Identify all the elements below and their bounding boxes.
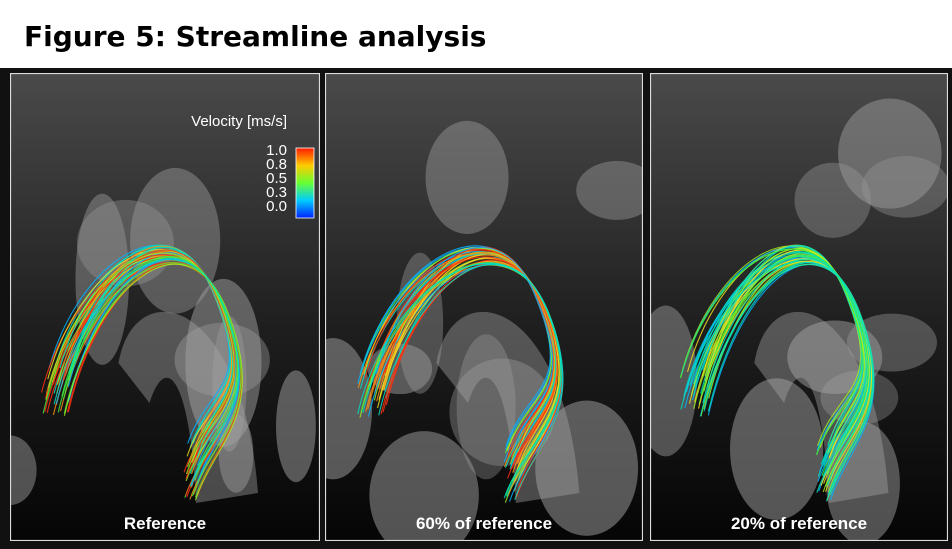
colorbar: Velocity [ms/s] 1.00.80.50.30.0 [191, 113, 315, 219]
anatomy-shape [185, 278, 262, 447]
colorbar-scale [295, 147, 315, 219]
anatomy-shape [838, 98, 942, 209]
streamline [357, 252, 556, 468]
streamline [48, 252, 235, 468]
panel-border [325, 73, 643, 541]
colorbar-tick-label: 1.0 [266, 142, 287, 159]
vessel [754, 311, 889, 503]
anatomy-shape [730, 378, 824, 521]
panels: Reference 60% of reference 20% of referenc… [10, 73, 948, 541]
panel [10, 73, 320, 541]
panel-caption: Reference [124, 514, 206, 533]
panel-caption: 60% of reference [416, 514, 552, 533]
panel [650, 73, 948, 541]
anatomy-shape [369, 431, 479, 541]
panel-border [10, 73, 320, 541]
streamline [694, 252, 867, 467]
vessel [436, 311, 580, 503]
colorbar-ticks: 1.00.80.50.30.0 [266, 142, 287, 215]
streamline [378, 263, 564, 501]
streamline [701, 255, 870, 476]
colorbar-label: Velocity [ms/s] [191, 113, 287, 130]
figure-title: Figure 5: Streamline analysis [24, 20, 486, 53]
anatomy-shape [10, 435, 37, 505]
streamline [375, 247, 554, 451]
anatomy-shape [650, 305, 697, 457]
streamline [57, 262, 242, 497]
anatomy-shape [861, 156, 948, 218]
anatomy-shape [130, 167, 221, 314]
streamline [68, 246, 234, 450]
vessel [118, 311, 258, 503]
anatomy-shape [456, 334, 516, 480]
colorbar-tick-label: 0.3 [266, 184, 287, 201]
panel-border [650, 73, 948, 541]
colorbar-tick-label: 0.0 [266, 198, 287, 215]
streamline [702, 258, 872, 486]
streamline [53, 259, 240, 487]
anatomy-shape [276, 370, 316, 483]
anatomy-shape [576, 160, 643, 220]
anatomy-shape [535, 400, 639, 536]
panel-background [10, 73, 320, 541]
colorbar-tick-label: 0.8 [266, 156, 287, 173]
colorbar-tick-label: 0.5 [266, 170, 287, 187]
panel-caption: 20% of reference [731, 514, 867, 533]
anatomy-shape [425, 120, 509, 234]
streamline [703, 262, 874, 496]
panel [325, 73, 643, 541]
streamline [679, 248, 863, 455]
streamline [364, 256, 558, 479]
